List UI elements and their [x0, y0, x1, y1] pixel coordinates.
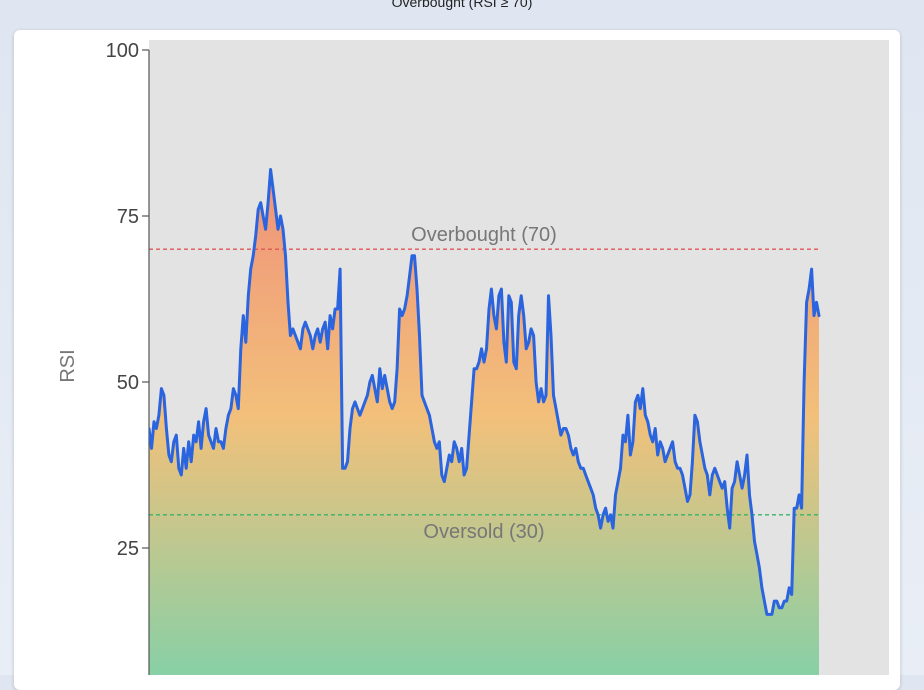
y-tick-label: 25	[117, 538, 139, 560]
rsi-chart: Overbought (70) Oversold (30) 25 50 75 100 RS…	[57, 40, 889, 675]
y-tick-label: 75	[117, 206, 139, 228]
y-tick-label: 50	[117, 372, 139, 394]
rsi-area-fill	[149, 169, 819, 675]
legend-caption: Overbought (RSI ≥ 70)	[391, 0, 533, 10]
y-tick-label: 100	[106, 40, 139, 62]
overbought-label: Overbought (70)	[411, 224, 557, 246]
y-axis-title: RSI	[57, 349, 79, 382]
rsi-line	[149, 168, 821, 616]
oversold-label: Oversold (30)	[423, 521, 544, 543]
